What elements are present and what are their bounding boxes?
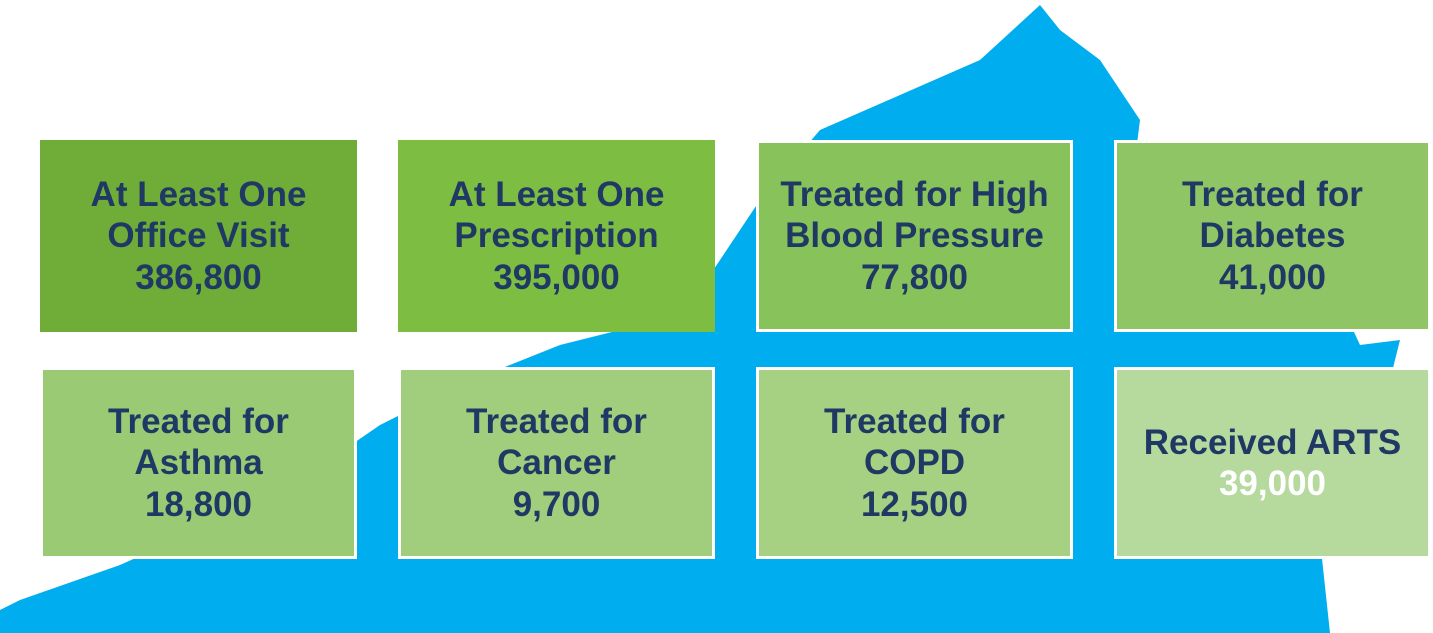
tile-value: 77,800 [860, 257, 969, 297]
tile-label: Treated for High Blood Pressure [780, 175, 1049, 256]
tile: Treated for Cancer 9,700 [398, 367, 715, 559]
tile-value: 12,500 [860, 484, 969, 524]
tile-value: 386,800 [135, 257, 262, 297]
tile: At Least One Office Visit 386,800 [40, 140, 357, 332]
tile-label: At Least One Office Visit [90, 175, 307, 256]
tile-label: Treated for Cancer [466, 402, 647, 483]
tile-value: 39,000 [1218, 464, 1327, 503]
tile: Treated for Diabetes 41,000 [1114, 140, 1431, 332]
tile: Treated for COPD 12,500 [756, 367, 1073, 559]
tile-label: Treated for Asthma [108, 402, 289, 483]
tile: Treated for High Blood Pressure 77,800 [756, 140, 1073, 332]
tile-label: Treated for Diabetes [1182, 175, 1363, 256]
tile: Treated for Asthma 18,800 [40, 367, 357, 559]
tile-label: At Least One Prescription [448, 175, 665, 256]
tile: Received ARTS 39,000 [1114, 367, 1431, 559]
tile-value: 395,000 [493, 257, 620, 297]
tile-value: 9,700 [512, 484, 601, 524]
tile-label: Received ARTS [1143, 422, 1402, 462]
tile-value: 18,800 [144, 484, 253, 524]
tile-value: 41,000 [1218, 257, 1327, 297]
tile-label: Treated for COPD [824, 402, 1005, 483]
tile: At Least One Prescription 395,000 [398, 140, 715, 332]
